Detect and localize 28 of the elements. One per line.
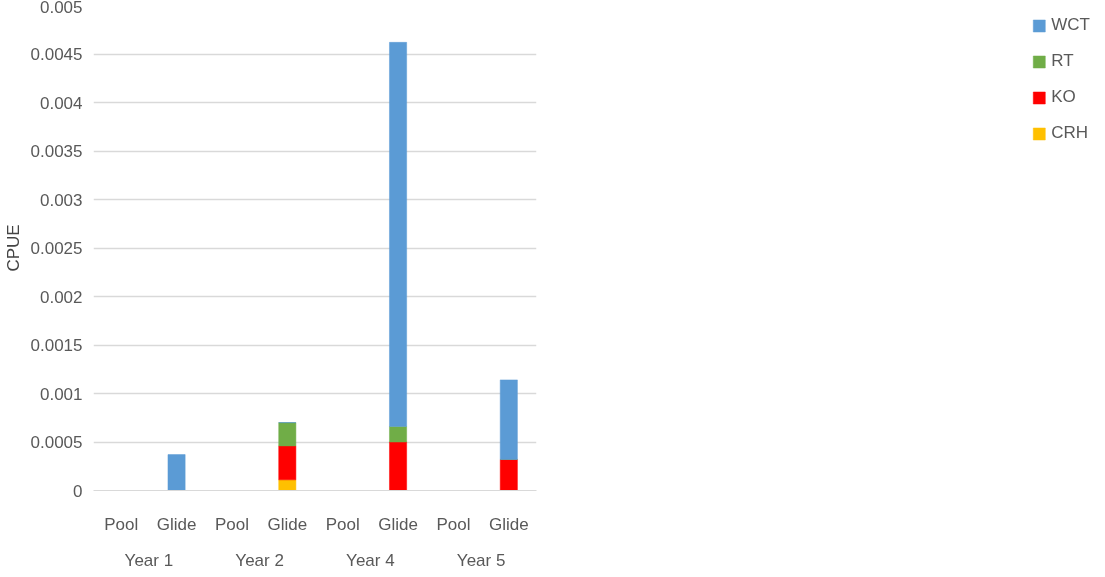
x-tick-label: Pool [214,514,249,534]
y-tick-label: 0.0025 [30,239,83,258]
legend-label: CRH [1051,123,1089,143]
x-tick-label: Pool [436,514,471,534]
text: Year 5 [456,550,506,570]
x-tick-label: Glide [378,514,418,534]
legend-label: WCT [1051,15,1090,35]
y-tick-label: 0.005 [39,0,83,17]
x-tick-label: Glide [267,514,308,534]
y-tick-label: 0.003 [39,190,83,210]
y-tick-label: 0.001 [39,384,83,404]
x-tick-label: Pool [325,514,360,534]
y-tick-label: 0.0035 [30,142,83,161]
x-tick-label: Pool [104,514,139,534]
y-tick-label: 0.0045 [30,45,83,64]
x-tick-label: Glide [488,514,529,534]
y-axis-title: CPUE [3,224,23,272]
x-tick-label: Glide [156,514,197,534]
y-tick-label: 0.0005 [30,433,83,452]
text: Year 2 [235,550,284,570]
legend-label: KO [1051,87,1076,107]
y-tick-label: 0.004 [39,93,83,113]
y-tick-label: 0.002 [39,287,83,307]
legend-label: RT [1051,51,1074,71]
y-tick-label: 0.0015 [30,336,83,355]
y-tick-label: 0 [73,481,83,501]
text: Year 4 [346,550,395,570]
text: Year 1 [124,550,174,570]
